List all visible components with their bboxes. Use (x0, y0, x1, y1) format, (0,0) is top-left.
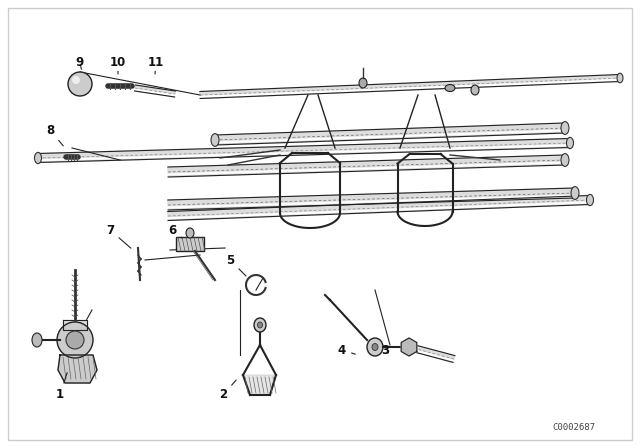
Polygon shape (38, 138, 570, 163)
Text: 10: 10 (110, 56, 126, 74)
Text: 2: 2 (219, 380, 236, 401)
Text: 11: 11 (148, 56, 164, 74)
Polygon shape (58, 355, 97, 383)
Ellipse shape (566, 138, 573, 149)
Ellipse shape (372, 344, 378, 350)
Circle shape (66, 331, 84, 349)
Polygon shape (63, 320, 87, 330)
Text: 3: 3 (381, 344, 389, 357)
Ellipse shape (561, 154, 569, 166)
Text: 8: 8 (46, 124, 63, 146)
Ellipse shape (571, 187, 579, 199)
Ellipse shape (445, 85, 455, 91)
Polygon shape (168, 195, 590, 220)
Ellipse shape (35, 152, 42, 164)
Text: 7: 7 (106, 224, 131, 248)
Polygon shape (243, 375, 276, 395)
Text: C0002687: C0002687 (552, 423, 595, 432)
Polygon shape (401, 338, 417, 356)
Ellipse shape (471, 85, 479, 95)
Text: 1: 1 (56, 373, 67, 401)
Text: 6: 6 (168, 224, 182, 238)
Text: 4: 4 (338, 344, 355, 357)
Polygon shape (134, 85, 175, 97)
Ellipse shape (586, 194, 593, 206)
Polygon shape (200, 74, 620, 99)
Ellipse shape (561, 121, 569, 134)
Ellipse shape (617, 73, 623, 83)
Ellipse shape (32, 333, 42, 347)
Circle shape (68, 72, 92, 96)
Circle shape (57, 322, 93, 358)
FancyBboxPatch shape (176, 237, 204, 251)
Ellipse shape (186, 228, 194, 238)
Circle shape (72, 76, 80, 84)
Ellipse shape (359, 78, 367, 88)
Polygon shape (168, 155, 565, 177)
Text: 9: 9 (76, 56, 84, 69)
Ellipse shape (257, 322, 262, 328)
Ellipse shape (254, 318, 266, 332)
Ellipse shape (367, 338, 383, 356)
Polygon shape (168, 188, 575, 210)
Polygon shape (408, 344, 455, 362)
Polygon shape (215, 123, 565, 145)
Text: 5: 5 (226, 254, 246, 276)
Ellipse shape (211, 134, 219, 146)
